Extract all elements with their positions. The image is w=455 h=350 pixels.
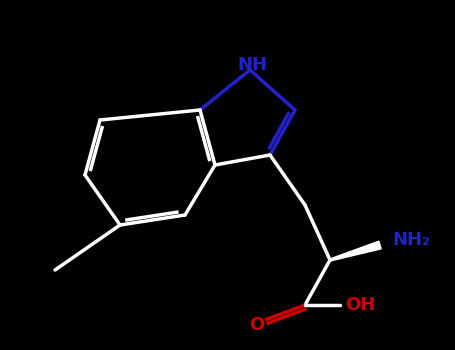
- Polygon shape: [330, 241, 381, 261]
- Text: O: O: [249, 316, 265, 334]
- Text: NH: NH: [237, 56, 267, 74]
- Text: OH: OH: [345, 296, 375, 314]
- Text: NH₂: NH₂: [392, 231, 430, 249]
